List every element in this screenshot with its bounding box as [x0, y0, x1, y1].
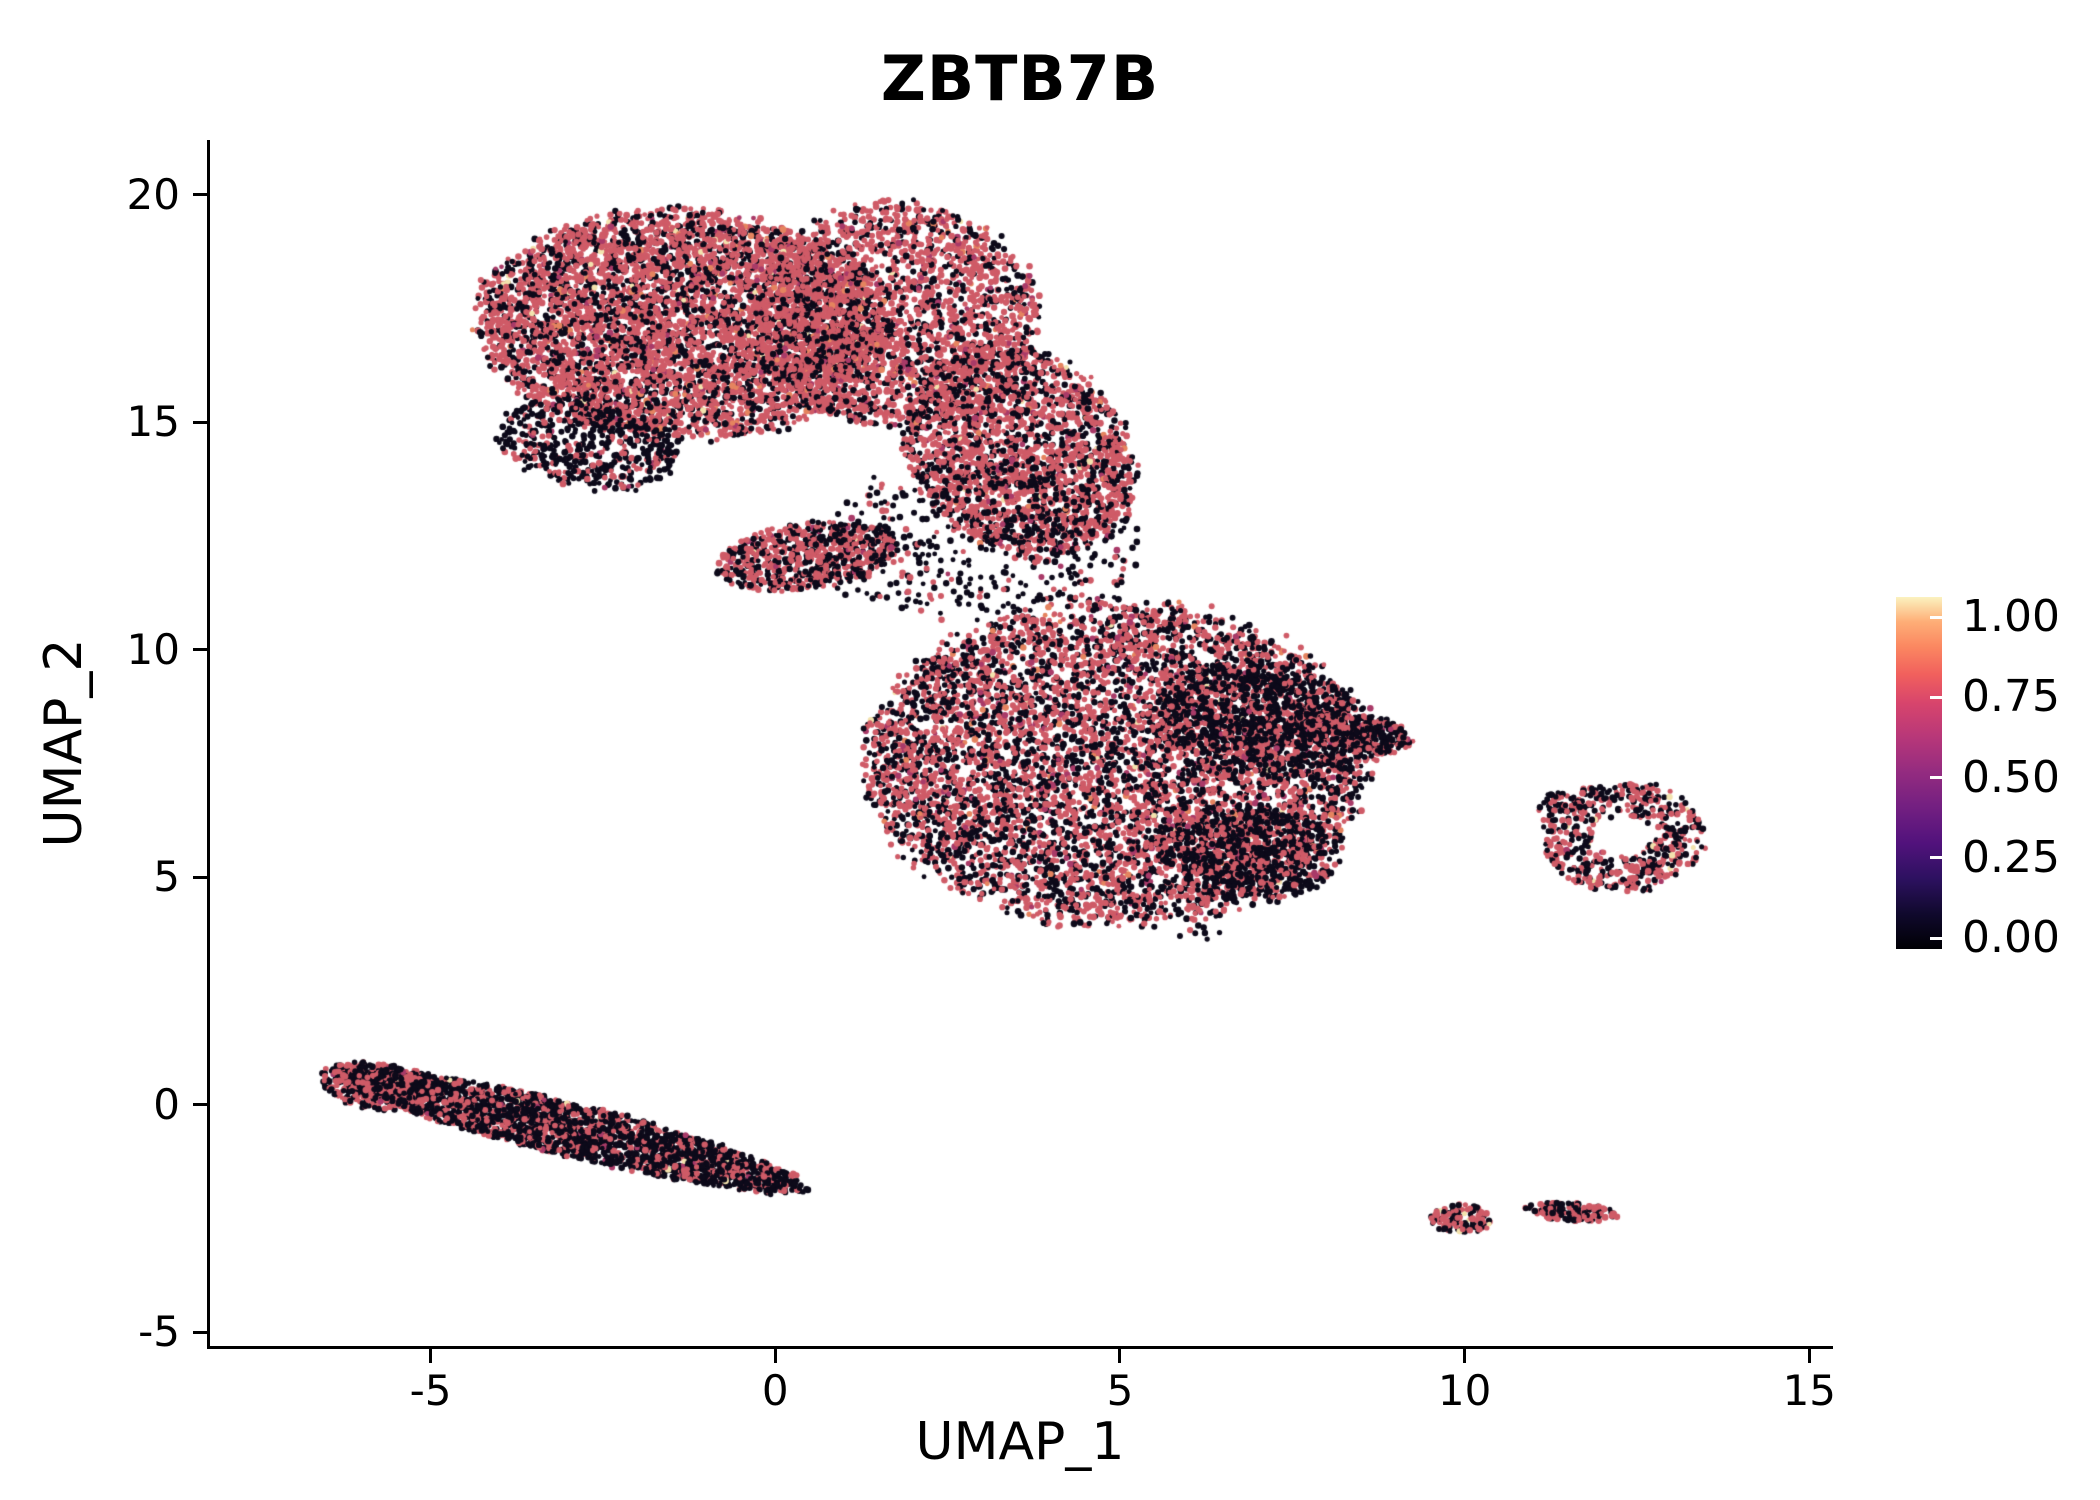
colorbar-tick [1930, 776, 1942, 779]
x-tick [429, 1349, 433, 1363]
y-tick-label: 0 [153, 1079, 180, 1129]
x-axis-title: UMAP_1 [915, 1412, 1125, 1472]
scatter-points-canvas [210, 140, 1830, 1346]
x-tick-label: 0 [761, 1366, 789, 1415]
y-tick [193, 1103, 207, 1107]
y-axis-line [207, 140, 210, 1349]
x-axis-line [207, 1346, 1833, 1349]
x-tick [1463, 1349, 1467, 1363]
colorbar-gradient [1896, 597, 1942, 949]
x-tick [1118, 1349, 1122, 1363]
x-tick-label: -5 [409, 1366, 452, 1415]
x-tick-label: 15 [1782, 1366, 1837, 1415]
colorbar-tick [1930, 936, 1942, 940]
y-tick [193, 875, 207, 879]
plot-title: ZBTB7B [880, 42, 1160, 115]
colorbar-tick-label: 0.75 [1962, 671, 2060, 723]
y-tick [193, 648, 207, 652]
colorbar-tick [1930, 615, 1942, 619]
x-tick [1807, 1349, 1811, 1363]
y-tick-label: 10 [126, 624, 180, 674]
y-tick-label: 20 [126, 169, 180, 219]
x-tick-label: 10 [1437, 1366, 1492, 1415]
colorbar-tick [1930, 695, 1942, 699]
y-tick-label: -5 [138, 1307, 180, 1357]
x-tick-label: 5 [1106, 1366, 1134, 1415]
x-tick [773, 1349, 777, 1363]
y-tick-label: 15 [126, 397, 180, 447]
y-tick [193, 1330, 207, 1334]
colorbar [1896, 597, 1942, 949]
colorbar-tick [1930, 856, 1942, 860]
y-tick [193, 420, 207, 424]
colorbar-tick-label: 1.00 [1962, 591, 2060, 642]
colorbar-tick-label: 0.50 [1962, 751, 2060, 803]
y-tick-label: 5 [153, 852, 180, 902]
plot-panel: -5 0 5 10 15 -5 0 5 10 15 20 [127, 140, 1836, 1414]
colorbar-tick-label: 0.25 [1962, 831, 2060, 883]
colorbar-tick-label: 0.00 [1962, 912, 2060, 963]
y-tick [193, 193, 207, 197]
